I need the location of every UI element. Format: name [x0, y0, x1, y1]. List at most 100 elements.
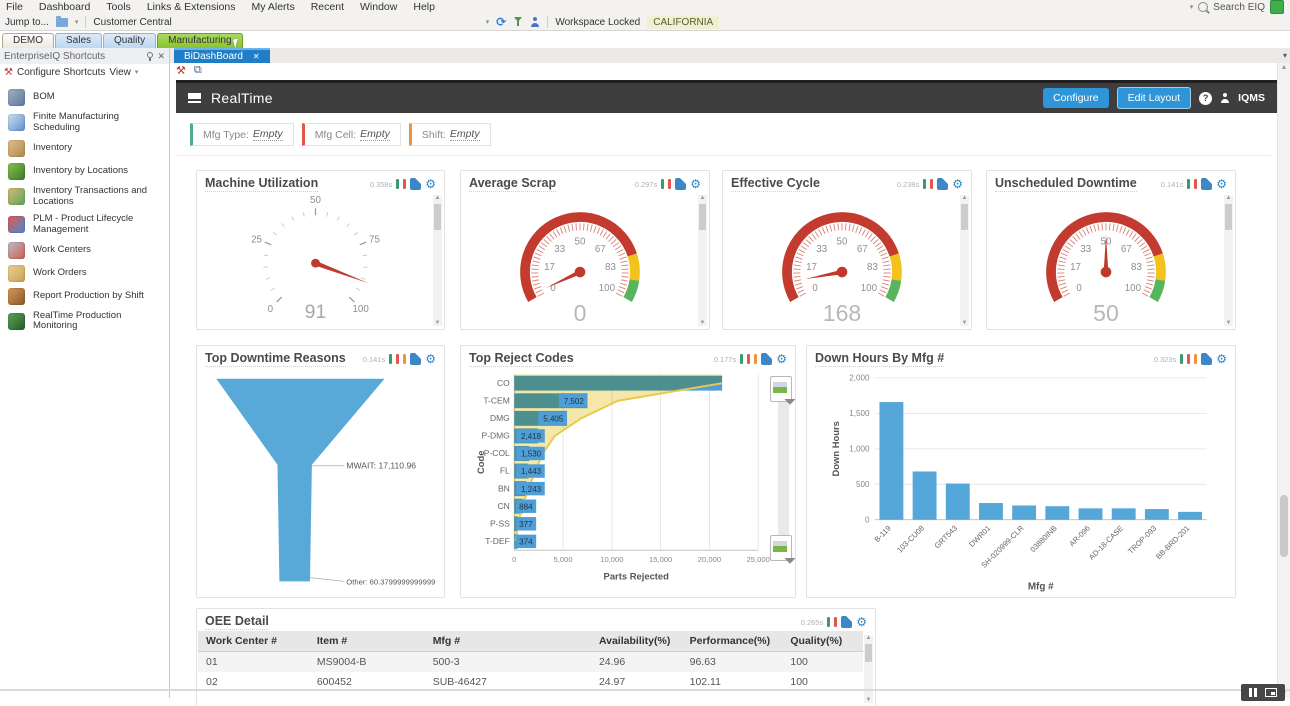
- view-menu[interactable]: View: [109, 66, 131, 78]
- export-icon[interactable]: [410, 353, 422, 365]
- edit-layout-button[interactable]: Edit Layout: [1116, 87, 1192, 109]
- indicator-bar-icon[interactable]: [740, 354, 744, 364]
- filter-mfg-cell[interactable]: Mfg Cell: Empty: [301, 123, 401, 146]
- folder-icon[interactable]: [55, 15, 68, 27]
- chevron-down-icon[interactable]: ▾: [485, 19, 490, 26]
- search-icon[interactable]: [1198, 2, 1209, 12]
- copy-icon[interactable]: ⧉: [193, 64, 202, 76]
- sidebar-item-work-centers[interactable]: Work Centers: [2, 239, 167, 262]
- sidebar-item-inventory-by-locations[interactable]: Inventory by Locations: [2, 160, 167, 183]
- workspace-tab-demo[interactable]: DEMO: [2, 33, 54, 48]
- menu-item-links-extensions[interactable]: Links & Extensions: [146, 1, 236, 13]
- scrollbar[interactable]: [778, 386, 789, 553]
- indicator-bar-icon[interactable]: [930, 179, 934, 189]
- indicator-bar-icon[interactable]: [1187, 354, 1191, 364]
- indicator-bar-icon[interactable]: [1194, 354, 1198, 364]
- indicator-bar-icon[interactable]: [661, 179, 665, 189]
- sidebar-item-work-orders[interactable]: Work Orders: [2, 262, 167, 285]
- export-icon[interactable]: [1201, 353, 1213, 365]
- menu-item-file[interactable]: File: [6, 1, 23, 13]
- table-row[interactable]: 02 600452 SUB-46427 24.97 102.11 100: [198, 672, 863, 692]
- filter-value[interactable]: Empty: [360, 128, 390, 141]
- menu-item-window[interactable]: Window: [360, 1, 398, 13]
- scrollbar[interactable]: ▲ ▼: [1224, 195, 1233, 326]
- jump-to-label[interactable]: Jump to...: [5, 16, 49, 28]
- indicator-bar-icon[interactable]: [923, 179, 927, 189]
- indicator-bar-icon[interactable]: [827, 617, 831, 627]
- configure-button[interactable]: Configure: [1043, 88, 1109, 108]
- pause-icon[interactable]: [1249, 688, 1257, 697]
- indicator-bar-icon[interactable]: [389, 354, 393, 364]
- image-file-icon[interactable]: [770, 376, 792, 402]
- menu-item-recent[interactable]: Recent: [310, 1, 344, 13]
- column-header-availability[interactable]: Availability(%): [590, 631, 682, 652]
- workspace-tab-quality[interactable]: Quality: [103, 33, 157, 48]
- filter-icon[interactable]: [513, 17, 523, 27]
- sidebar-item-plm-product-lifecycle-management[interactable]: PLM - Product Lifecycle Management: [2, 211, 167, 239]
- configure-shortcuts-button[interactable]: Configure Shortcuts: [16, 66, 106, 78]
- export-icon[interactable]: [1201, 178, 1213, 190]
- column-header-mfg[interactable]: Mfg #: [424, 631, 591, 652]
- scrollbar[interactable]: ▲ ▼: [864, 635, 873, 703]
- menu-item-tools[interactable]: Tools: [106, 1, 131, 13]
- chevron-down-icon[interactable]: ▾: [134, 69, 139, 76]
- pin-icon[interactable]: [146, 51, 154, 61]
- gear-icon[interactable]: ⚙: [776, 352, 787, 366]
- workspace-tab-sales[interactable]: Sales: [55, 33, 103, 48]
- gear-icon[interactable]: ⚙: [952, 177, 963, 191]
- export-icon[interactable]: [410, 178, 422, 190]
- sidebar-item-finite-manufacturing-scheduling[interactable]: Finite Manufacturing Scheduling: [2, 109, 167, 137]
- extension-icon[interactable]: [1270, 0, 1284, 14]
- vertical-scrollbar[interactable]: ▲▼: [1277, 63, 1290, 698]
- gear-icon[interactable]: ⚙: [1216, 177, 1227, 191]
- menu-item-help[interactable]: Help: [413, 1, 435, 13]
- menu-item-my-alerts[interactable]: My Alerts: [251, 1, 295, 13]
- indicator-bar-icon[interactable]: [1194, 179, 1198, 189]
- menu-item-dashboard[interactable]: Dashboard: [38, 1, 91, 13]
- column-header-work-center[interactable]: Work Center #: [198, 631, 309, 652]
- help-icon[interactable]: ?: [1199, 91, 1213, 105]
- image-file-icon[interactable]: [770, 535, 792, 561]
- chevron-down-icon[interactable]: ▾: [1282, 51, 1287, 60]
- export-icon[interactable]: [761, 353, 773, 365]
- scrollbar[interactable]: ▲ ▼: [433, 195, 442, 326]
- close-icon[interactable]: ✕: [252, 52, 260, 61]
- workspace-tab-manufacturing[interactable]: Manufacturing: [157, 33, 243, 49]
- gear-icon[interactable]: ⚙: [1216, 352, 1227, 366]
- scrollbar[interactable]: ▲ ▼: [698, 195, 707, 326]
- close-icon[interactable]: ✕: [157, 50, 165, 61]
- column-header-item[interactable]: Item #: [308, 631, 425, 652]
- refresh-icon[interactable]: ⟳: [496, 15, 507, 29]
- tools-icon[interactable]: ⚒: [176, 65, 186, 77]
- indicator-bar-icon[interactable]: [403, 354, 407, 364]
- indicator-bar-icon[interactable]: [834, 617, 838, 627]
- indicator-bar-icon[interactable]: [396, 354, 400, 364]
- indicator-bar-icon[interactable]: [747, 354, 751, 364]
- indicator-bar-icon[interactable]: [668, 179, 672, 189]
- hamburger-menu-icon[interactable]: [188, 92, 201, 104]
- gear-icon[interactable]: ⚙: [425, 352, 436, 366]
- export-icon[interactable]: [937, 178, 949, 190]
- export-icon[interactable]: [675, 178, 687, 190]
- column-header-performance[interactable]: Performance(%): [681, 631, 783, 652]
- sidebar-item-inventory[interactable]: Inventory: [2, 137, 167, 160]
- display-icon[interactable]: [1265, 688, 1277, 697]
- indicator-bar-icon[interactable]: [1180, 354, 1184, 364]
- chevron-down-icon[interactable]: ▾: [74, 19, 79, 26]
- user-label[interactable]: IQMS: [1238, 92, 1265, 104]
- export-icon[interactable]: [841, 616, 853, 628]
- filter-value[interactable]: Empty: [449, 128, 480, 141]
- sidebar-item-inventory-transactions-and-locations[interactable]: Inventory Transactions and Locations: [2, 183, 167, 211]
- table-row[interactable]: 01 MS9004-B 500-3 24.96 96.63 100: [198, 651, 863, 672]
- seek-bar[interactable]: [0, 689, 1290, 691]
- scrollbar[interactable]: ▲ ▼: [960, 195, 969, 326]
- indicator-bar-icon[interactable]: [403, 179, 407, 189]
- filter-mfg-type[interactable]: Mfg Type: Empty: [190, 123, 294, 146]
- column-header-quality[interactable]: Quality(%): [782, 631, 863, 652]
- user-icon[interactable]: [530, 17, 540, 27]
- gear-icon[interactable]: ⚙: [690, 177, 701, 191]
- indicator-bar-icon[interactable]: [1187, 179, 1191, 189]
- indicator-bar-icon[interactable]: [396, 179, 400, 189]
- gear-icon[interactable]: ⚙: [425, 177, 436, 191]
- search-eiq-label[interactable]: Search EIQ: [1213, 1, 1265, 13]
